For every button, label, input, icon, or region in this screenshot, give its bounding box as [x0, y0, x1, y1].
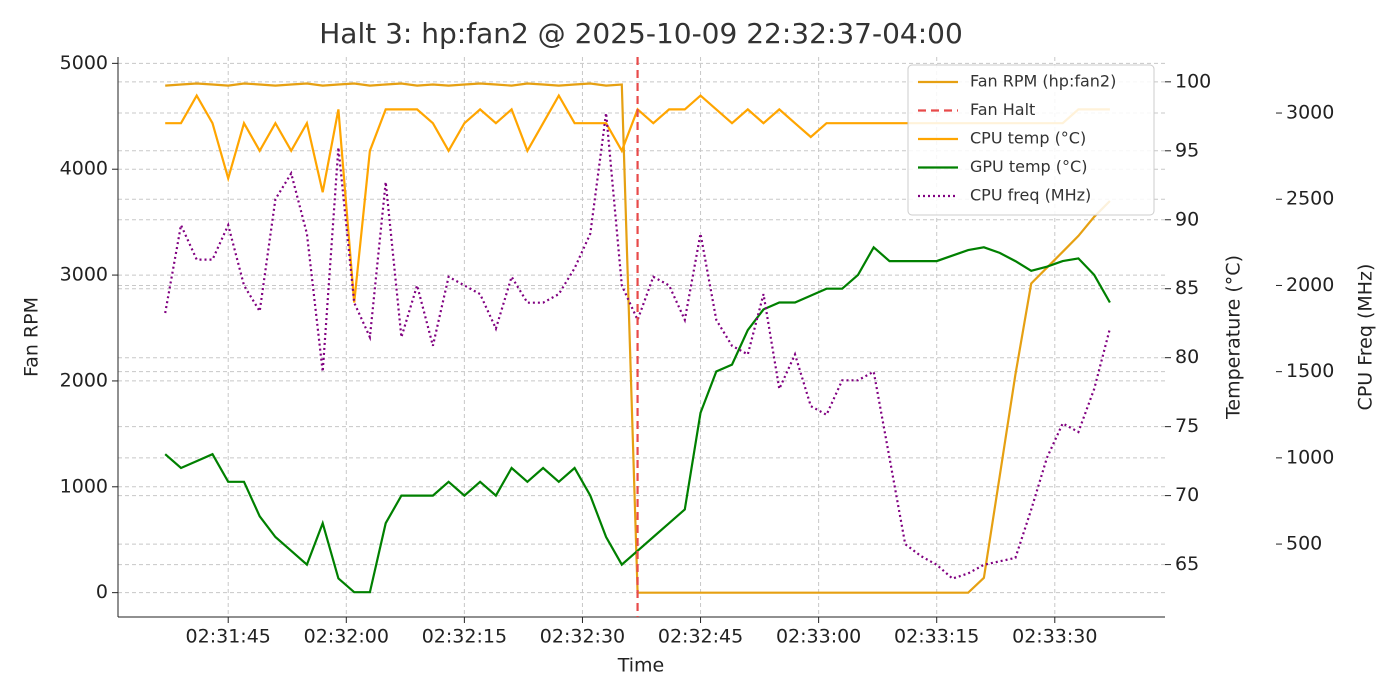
- y-tick-label: 5000: [60, 52, 108, 74]
- y-tick-label: 80: [1175, 346, 1199, 368]
- y-tick-label: 3000: [1286, 102, 1334, 124]
- y-tick-label: 75: [1175, 415, 1199, 437]
- x-tick-label: 02:32:00: [304, 626, 389, 648]
- y-tick-label: 2000: [1286, 274, 1334, 296]
- legend-label: CPU temp (°C): [970, 129, 1086, 148]
- y2-axis-label: Temperature (°C): [1223, 255, 1245, 420]
- x-tick-label: 02:33:15: [894, 626, 979, 648]
- y-tick-label: 1500: [1286, 360, 1334, 382]
- y-tick-label: 1000: [1286, 446, 1334, 468]
- y-tick-label: 70: [1175, 484, 1199, 506]
- x-axis-label: Time: [617, 655, 665, 677]
- x-tick-label: 02:33:30: [1012, 626, 1097, 648]
- y-tick-label: 4000: [60, 158, 108, 180]
- x-tick-label: 02:32:15: [422, 626, 507, 648]
- legend: Fan RPM (hp:fan2) Fan Halt CPU temp (°C) GP…: [907, 64, 1155, 216]
- x-tick-label: 02:32:45: [658, 626, 743, 648]
- series-line: [164, 245, 1111, 594]
- legend-label: CPU freq (MHz): [970, 186, 1091, 205]
- y-tick-label: 85: [1175, 277, 1199, 299]
- y-tick-label: 2500: [1286, 188, 1334, 210]
- y-tick-label: 0: [96, 581, 108, 603]
- legend-label: GPU temp (°C): [970, 157, 1087, 176]
- legend-label: Fan RPM (hp:fan2): [970, 72, 1116, 91]
- legend-label: Fan Halt: [970, 100, 1035, 119]
- y-tick-label: 3000: [60, 264, 108, 286]
- x-tick-label: 02:31:45: [186, 626, 271, 648]
- y-tick-label: 100: [1175, 70, 1211, 92]
- y-tick-label: 90: [1175, 208, 1199, 230]
- y-tick-label: 1000: [60, 475, 108, 497]
- legend-box: [907, 64, 1155, 216]
- y-tick-label: 95: [1175, 139, 1199, 161]
- y-tick-label: 65: [1175, 553, 1199, 575]
- y-axis-label: Fan RPM: [21, 297, 43, 377]
- y-tick-label: 2000: [60, 369, 108, 391]
- y3-axis-label: CPU Freq (MHz): [1355, 264, 1377, 411]
- y-tick-label: 500: [1286, 533, 1322, 555]
- x-tick-label: 02:33:00: [776, 626, 861, 648]
- chart-title: Halt 3: hp:fan2 @ 2025-10-09 22:32:37-04…: [319, 17, 963, 50]
- x-tick-label: 02:32:30: [540, 626, 625, 648]
